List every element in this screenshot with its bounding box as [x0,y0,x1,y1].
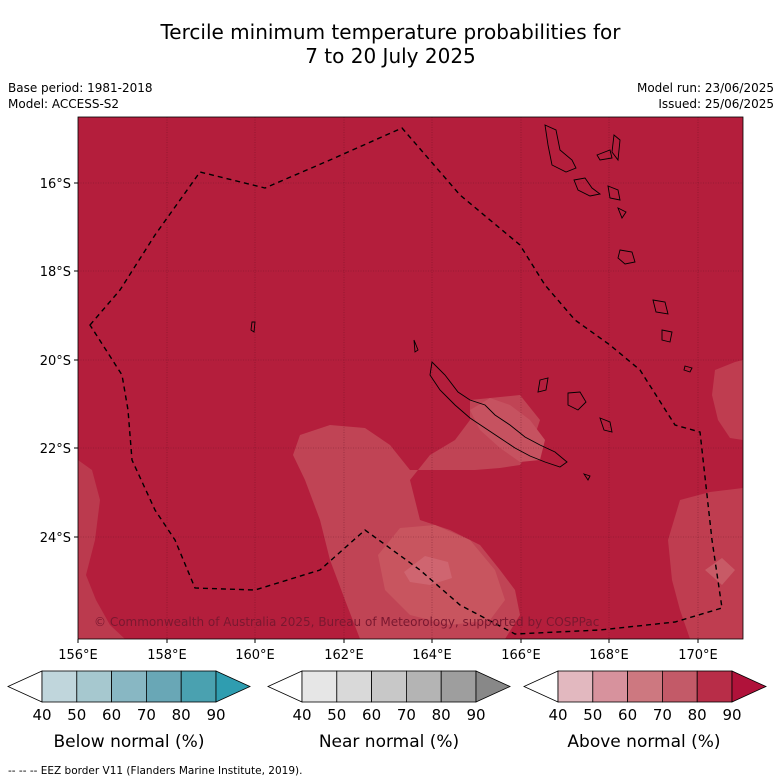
issued-date: Issued: 25/06/2025 [658,97,774,111]
lon-ticks [77,639,699,643]
colorbar-segment [627,670,663,703]
colorbar-tick-label: 50 [327,706,346,724]
vanuatu-isle-2 [596,149,613,161]
colorbar-tick-label: 80 [688,706,707,724]
lon-label: 160°E [235,648,275,663]
footer-note: -- -- -- EEZ border V11 (Flanders Marine… [8,765,302,777]
colorbar-extend-low [7,670,43,703]
colorbar-segment [180,670,217,703]
colorbar-tick-label: 60 [102,706,121,724]
colorbar-tick-label: 90 [466,706,485,724]
colorbar-tick-label: 40 [292,706,311,724]
lat-label: 20°S [40,354,71,369]
model-run: Model run: 23/06/2025 [636,81,774,95]
lon-label: 164°E [412,648,452,663]
loyalty-island-1 [537,377,549,393]
colorbar-segment [41,670,78,703]
aneityum [683,365,693,373]
colorbar-segment [336,670,372,703]
colorbar-tick-label: 40 [548,706,567,724]
lon-label: 170°E [678,648,718,663]
prob-area-right-lower-2 [705,558,735,585]
colorbar-segment [696,670,733,703]
colorbar-segment [592,670,628,703]
colorbar-tick-label: 80 [172,706,191,724]
colorbar-above-normal: 40 50 60 70 80 90 [523,670,767,724]
lon-label: 158°E [147,648,187,663]
colorbar-extend-low [523,670,559,703]
lat-ticks [74,182,78,538]
model-name: Model: ACCESS-S2 [8,97,120,111]
loyalty-island-3 [599,417,613,433]
colorbar-extend-low [267,670,303,703]
colorbar-tick-label: 80 [432,706,451,724]
prob-area-newcaledonia [470,398,545,462]
colorbar-segment [557,670,594,703]
lat-labels: 16°S 18°S 20°S 22°S 24°S [40,177,71,546]
isle-small-1 [413,339,419,353]
prob-area-center-3 [404,556,452,585]
colorbar-tick-label: 90 [206,706,225,724]
erromango [652,299,669,315]
colorbar-tick-label: 50 [583,706,602,724]
colorbar-segment [440,670,477,703]
tanna [661,329,673,343]
lat-label: 24°S [40,531,71,546]
espiritu-santo [544,124,577,173]
efate [617,249,636,265]
vanuatu-isle-4 [607,185,621,201]
lon-label: 156°E [58,648,98,663]
colorbar-segment [145,670,182,703]
prob-area-right-upper [712,360,743,440]
colorbar-tick-label: 40 [32,706,51,724]
prob-area-right-lower [668,488,743,639]
colorbar-segment [76,670,113,703]
colorbar-tick-label: 90 [722,706,741,724]
colorbar-tick-label: 60 [362,706,381,724]
colorbar-segment [371,670,407,703]
copyright-text: © Commonwealth of Australia 2025, Bureau… [94,615,599,629]
colorbar-tick-label: 60 [618,706,637,724]
vanuatu-isle-3 [611,134,621,162]
colorbar-below-normal: 40 50 60 70 80 90 [7,670,251,724]
colorbar-extend-high [475,670,511,703]
map-title-line1: Tercile minimum temperature probabilitie… [160,20,621,44]
lon-label: 168°E [589,648,629,663]
vanuatu-isle-5 [617,207,627,219]
eez-border [89,127,723,635]
loyalty-island-2 [567,391,587,411]
malakula [573,177,602,197]
colorbar-extend-high [215,670,251,703]
colorbar-segment [405,670,442,703]
colorbar-tick-label: 70 [397,706,416,724]
prob-area-lower-left [78,460,125,639]
colorbar-tick-label: 70 [137,706,156,724]
lat-label: 22°S [40,442,71,457]
map-title-line2: 7 to 20 July 2025 [305,44,476,68]
colorbar-title-above: Above normal (%) [567,732,720,752]
colorbar-tick-label: 70 [653,706,672,724]
colorbar-segment [111,670,147,703]
isle-pines [582,473,591,481]
lon-label: 166°E [501,648,541,663]
colorbar-extend-high [731,670,767,703]
colorbar-tick-label: 50 [67,706,86,724]
colorbar-title-near: Near normal (%) [319,732,459,752]
map-frame [77,116,744,640]
colorbar-title-below: Below normal (%) [54,732,205,752]
colorbar-segment [301,670,338,703]
chesterfield-isle [250,321,256,333]
lat-label: 18°S [40,265,71,280]
lat-label: 16°S [40,177,71,192]
new-caledonia-landmass [429,361,568,468]
lon-labels: 156°E 158°E 160°E 162°E 164°E 166°E 168°… [58,648,718,663]
base-period: Base period: 1981-2018 [8,81,153,95]
lon-label: 162°E [324,648,364,663]
colorbar-near-normal: 40 50 60 70 80 90 [267,670,511,724]
colorbar-segment [662,670,698,703]
